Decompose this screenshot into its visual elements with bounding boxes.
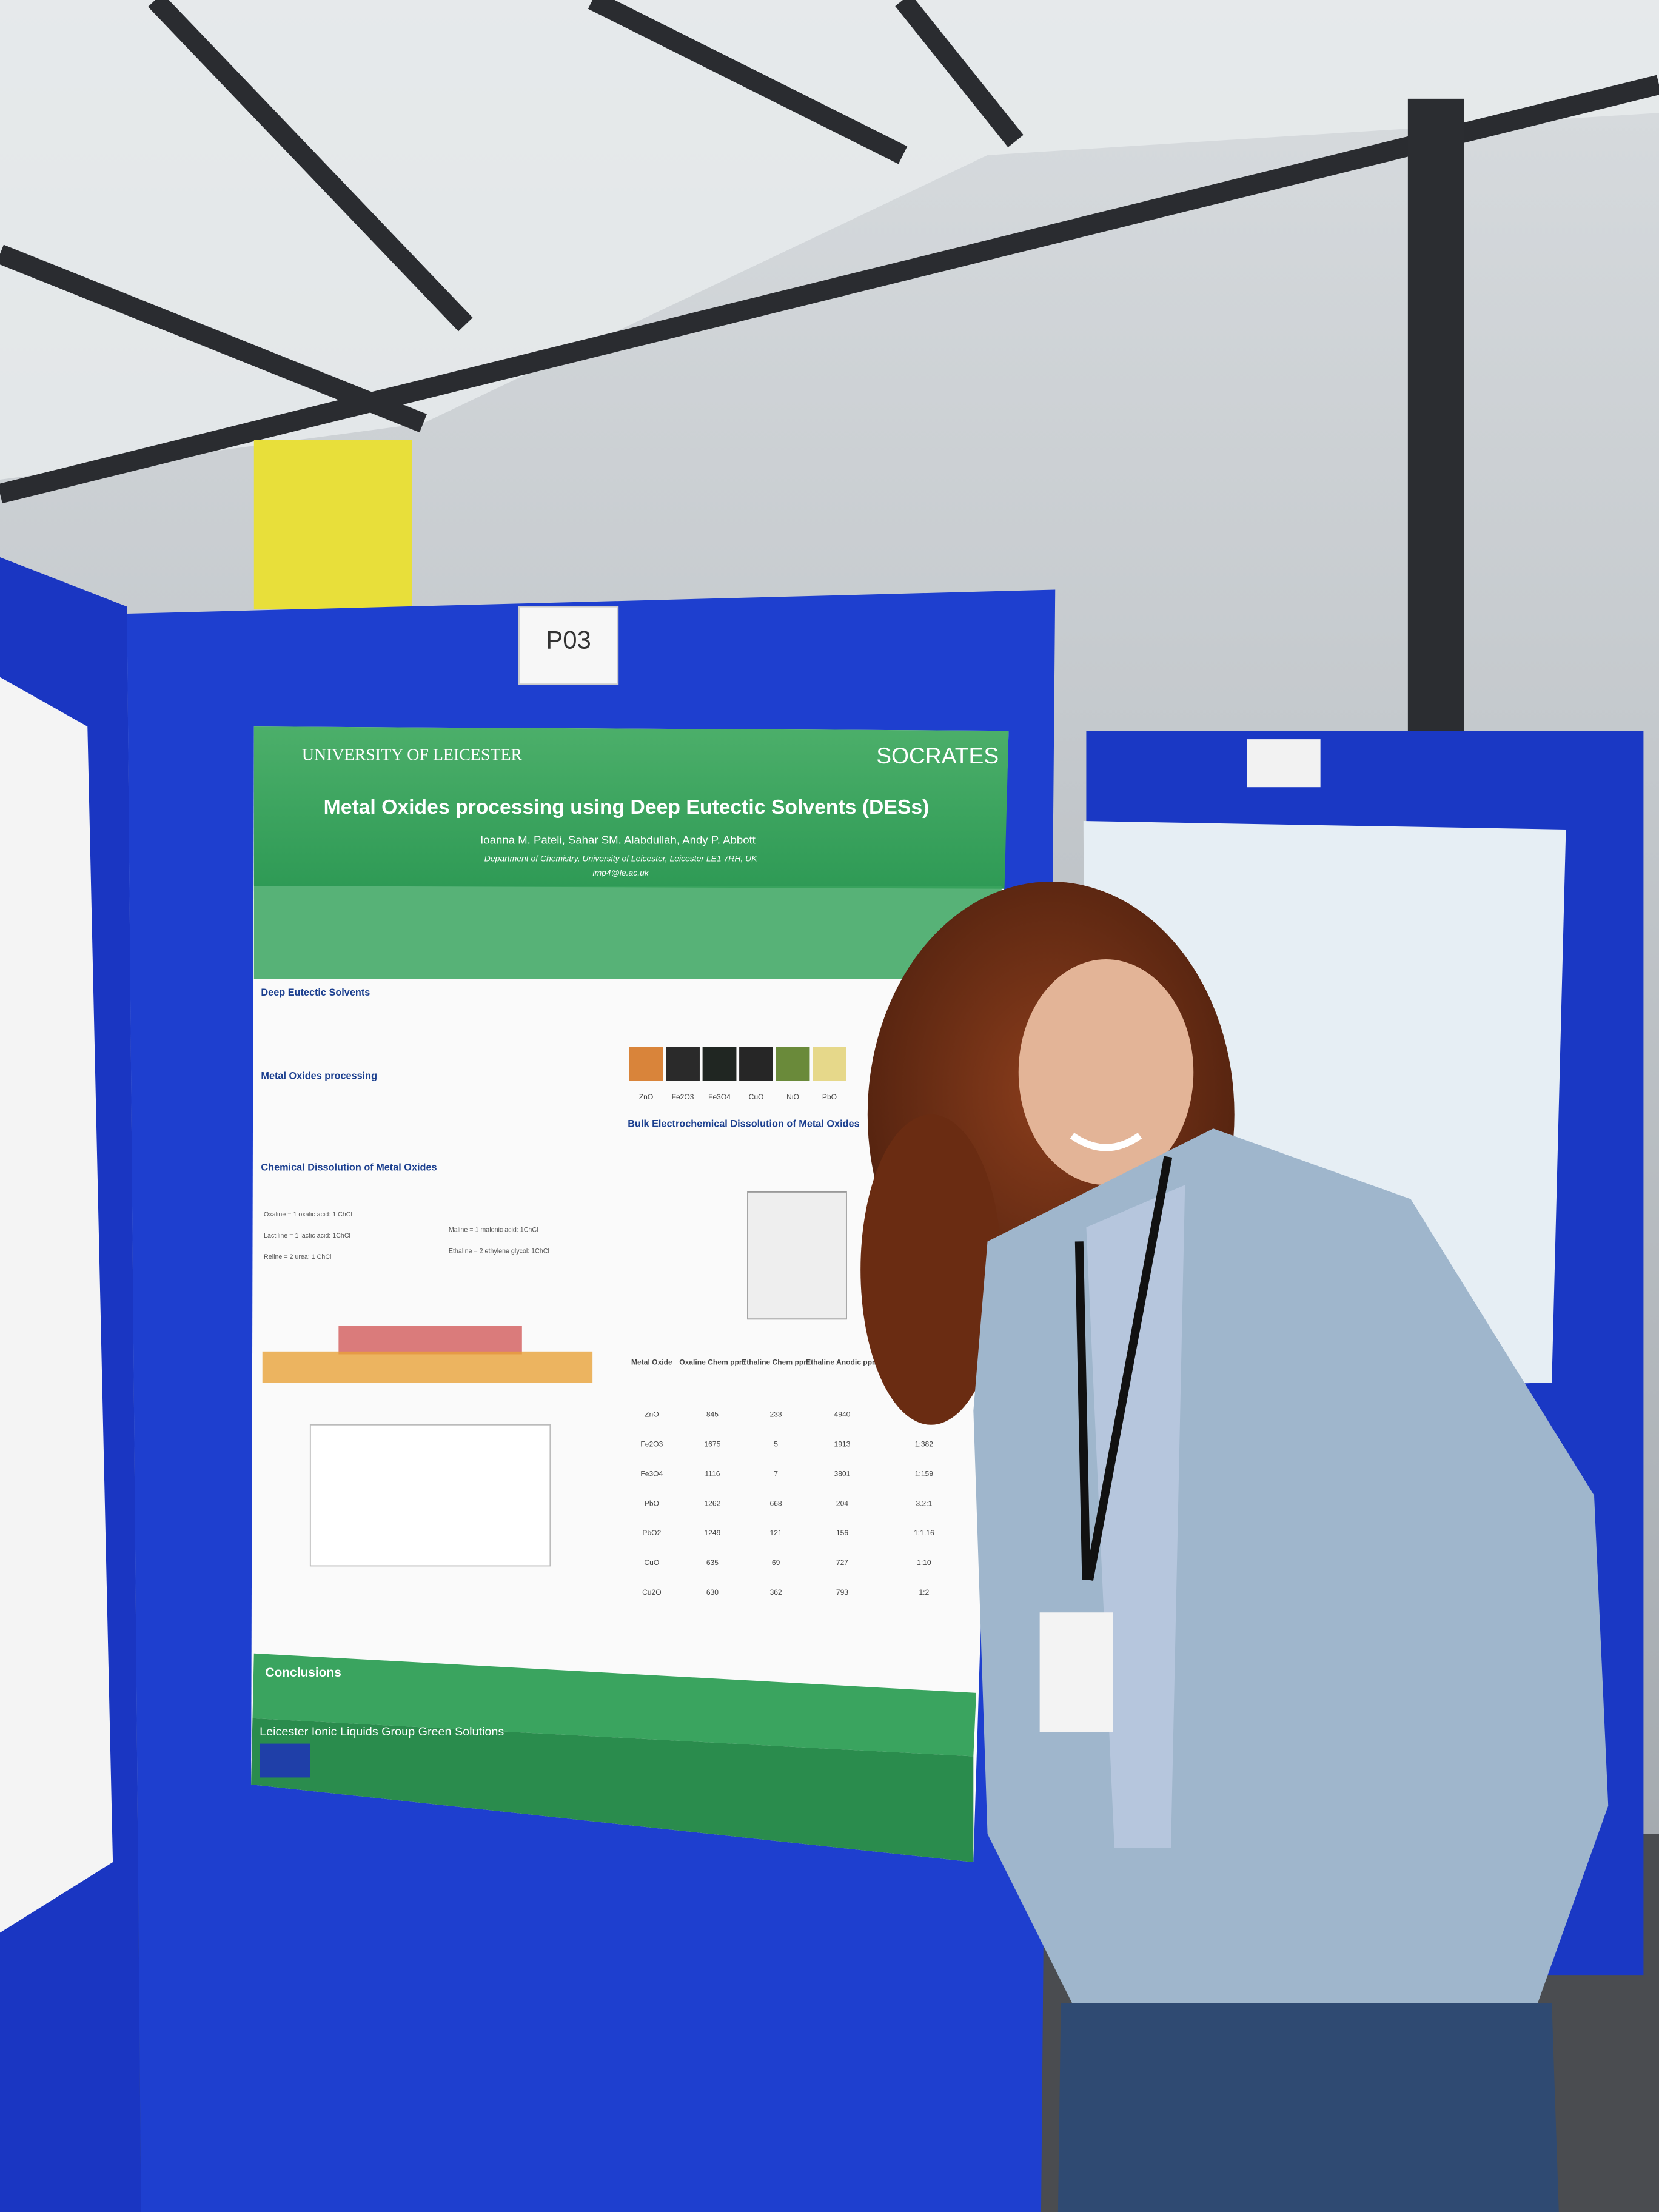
ph-bands xyxy=(262,1351,593,1382)
table-cell: 121 xyxy=(770,1529,782,1537)
table-cell: 1:2 xyxy=(919,1588,929,1597)
table-cell: 5 xyxy=(774,1440,778,1449)
pillar xyxy=(1407,98,1464,734)
cell-diagram xyxy=(747,1191,847,1320)
table-cell: 7 xyxy=(774,1469,778,1478)
board-label-card xyxy=(518,606,619,685)
board-label: P03 xyxy=(546,626,591,654)
table-cell: 1262 xyxy=(704,1499,720,1507)
oxide-swatch xyxy=(629,1047,663,1081)
table-cell: ZnO xyxy=(645,1410,659,1419)
table-cell: 1116 xyxy=(705,1469,720,1478)
table-cell: 233 xyxy=(770,1410,782,1419)
table-cell: Fe2O3 xyxy=(640,1440,663,1449)
section-heading: Metal Oxides processing xyxy=(261,1070,377,1081)
table-cell: 1:382 xyxy=(915,1440,934,1449)
oxide-label: CuO xyxy=(749,1093,764,1101)
table-header: Ethaline Anodic ppm xyxy=(806,1358,879,1367)
table-cell: 1249 xyxy=(704,1529,720,1537)
name-badge xyxy=(1039,1612,1113,1732)
poster-title: Metal Oxides processing using Deep Eutec… xyxy=(324,796,930,819)
table-cell: 156 xyxy=(836,1529,848,1537)
eu-flag xyxy=(260,1743,310,1778)
table-cell: PbO2 xyxy=(642,1529,661,1537)
scatter-plot xyxy=(309,1424,551,1567)
oxide-swatch xyxy=(776,1047,810,1081)
lanyard xyxy=(1074,1156,1173,1581)
oxide-label: Fe3O4 xyxy=(708,1093,731,1101)
solvent-recipe: Reline = 2 urea: 1 ChCl xyxy=(264,1253,331,1261)
solvent-recipe: Oxaline = 1 oxalic acid: 1 ChCl xyxy=(264,1211,352,1218)
table-header: Metal Oxide xyxy=(631,1358,672,1367)
ph-scale xyxy=(338,1326,522,1355)
right-board-label xyxy=(1247,739,1321,788)
oxide-label: ZnO xyxy=(639,1093,654,1101)
table-cell: CuO xyxy=(644,1558,659,1567)
solvent-recipe: Ethaline = 2 ethylene glycol: 1ChCl xyxy=(449,1247,549,1255)
table-cell: 668 xyxy=(770,1499,782,1507)
section-heading: Chemical Dissolution of Metal Oxides xyxy=(261,1162,437,1173)
table-cell: 69 xyxy=(772,1558,780,1567)
table-cell: 1:10 xyxy=(917,1558,931,1567)
table-cell: Fe3O4 xyxy=(640,1469,663,1478)
oxide-swatch xyxy=(813,1047,846,1081)
poster-email: imp4@le.ac.uk xyxy=(592,868,649,877)
poster xyxy=(251,726,1009,1863)
poster-header xyxy=(253,726,1009,889)
poster-affiliation: Department of Chemistry, University of L… xyxy=(484,854,757,863)
smile xyxy=(1070,1133,1142,1151)
solvent-recipe: Maline = 1 malonic acid: 1ChCl xyxy=(449,1227,538,1234)
table-cell: 204 xyxy=(836,1499,848,1507)
table-cell: 3.2:1 xyxy=(916,1499,932,1507)
oxide-label: NiO xyxy=(786,1093,799,1101)
yellow-sign xyxy=(253,440,412,610)
table-cell: 3801 xyxy=(834,1469,851,1478)
table-cell: 630 xyxy=(706,1588,719,1597)
table-cell: 727 xyxy=(836,1558,848,1567)
oxide-swatch xyxy=(666,1047,700,1081)
conclusions-band xyxy=(252,1653,976,1757)
table-cell: 635 xyxy=(706,1558,719,1567)
oxide-label: PbO xyxy=(822,1093,837,1101)
oxide-swatch xyxy=(739,1047,773,1081)
poster-footer-text: Leicester Ionic Liquids Group Green Solu… xyxy=(260,1725,504,1738)
face xyxy=(1018,959,1194,1185)
section-heading: Bulk Electrochemical Dissolution of Meta… xyxy=(628,1119,859,1130)
table-cell: 1:159 xyxy=(915,1469,934,1478)
section-heading: Conclusions xyxy=(265,1666,341,1680)
intro-band xyxy=(253,886,1002,979)
oxide-swatch xyxy=(702,1047,737,1081)
table-cell: 4940 xyxy=(834,1410,851,1419)
table-cell: 1:1.16 xyxy=(914,1529,934,1537)
oxide-label: Fe2O3 xyxy=(672,1093,694,1101)
jeans xyxy=(1057,2003,1559,2212)
table-cell: 1913 xyxy=(834,1440,851,1449)
left-poster xyxy=(0,677,113,1933)
poster-institution: UNIVERSITY OF LEICESTER xyxy=(302,745,523,764)
table-cell: PbO xyxy=(645,1499,659,1507)
table-header: Ethaline Chem ppm xyxy=(742,1358,810,1367)
poster-project: SOCRATES xyxy=(876,743,999,768)
hair-curls xyxy=(860,1114,1002,1425)
table-cell: 1675 xyxy=(704,1440,720,1449)
section-heading: Deep Eutectic Solvents xyxy=(261,987,370,998)
roof-panels xyxy=(0,0,1659,480)
table-cell: 793 xyxy=(836,1588,848,1597)
roof-beams xyxy=(0,0,1659,504)
poster-authors: Ioanna M. Pateli, Sahar SM. Alabdullah, … xyxy=(480,834,756,846)
table-header: Oxaline Chem ppm xyxy=(679,1358,745,1367)
table-cell: Cu2O xyxy=(642,1588,662,1597)
table-cell: 845 xyxy=(706,1410,719,1419)
poster-footer xyxy=(251,1718,974,1863)
solvent-recipe: Lactiline = 1 lactic acid: 1ChCl xyxy=(264,1232,350,1239)
table-cell: 362 xyxy=(770,1588,782,1597)
